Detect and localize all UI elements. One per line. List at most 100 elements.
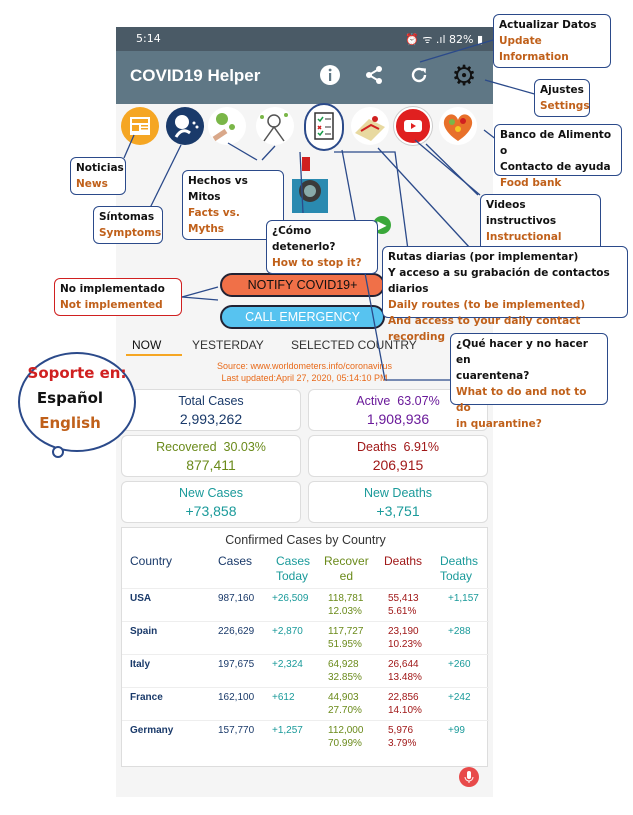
table-row[interactable]: France 162,100 +612 44,903 27.70% 22,856 14.10… — [122, 687, 489, 720]
annotation-stop: ¿Cómo detenerlo? How to stop it? — [266, 220, 378, 274]
cell-deaths-today: +242 — [448, 691, 471, 704]
cell-value: 117,727 — [328, 626, 364, 637]
notify-button[interactable]: NOTIFY COVID19+ — [220, 273, 385, 297]
recovered-pct: 30.03% — [223, 440, 266, 454]
routes-map-icon[interactable] — [351, 107, 389, 145]
cell-value: 23,190 — [388, 626, 419, 637]
symptoms-icon[interactable] — [166, 107, 204, 145]
settings-icon[interactable]: ⚙ — [451, 59, 477, 92]
news-icon[interactable] — [121, 107, 159, 145]
refresh-icon[interactable] — [406, 64, 432, 90]
annotation-facts-en: Facts vs. Myths — [188, 207, 240, 235]
annotation-not-implemented: No implementado Not implemented — [54, 278, 182, 316]
cell-value: +612 — [272, 692, 295, 703]
cell-country: Spain — [130, 625, 157, 638]
youtube-icon[interactable] — [394, 107, 432, 145]
annotation-food-es2: Contacto de ayuda — [500, 161, 611, 173]
header-recovered[interactable]: Recover ed — [324, 554, 369, 584]
tab-now-indicator — [126, 354, 182, 356]
status-icons: ⏰ ᯤ .ıl 82% ▮ — [405, 33, 483, 46]
annotation-facts: Hechos vs Mitos Facts vs. Myths — [182, 170, 284, 240]
cell-deaths-today: +1,157 — [448, 592, 479, 605]
deaths-label: Deaths — [356, 440, 397, 454]
facts-myths-icon[interactable] — [208, 107, 246, 145]
cell-cases-today: +2,324 — [272, 658, 303, 671]
total-cases-card: Total Cases 2,993,262 — [121, 389, 301, 431]
cell-pct: 5.61% — [388, 606, 417, 617]
info-icon[interactable] — [317, 64, 343, 90]
cell-cases-today: +26,509 — [272, 592, 308, 605]
cell-value: 157,770 — [218, 725, 255, 736]
active-label: Active — [356, 394, 391, 408]
new-cases-label: New Cases — [179, 486, 243, 500]
cell-value: USA — [130, 593, 152, 604]
header-deaths[interactable]: Deaths — [384, 554, 423, 568]
country-table: Confirmed Cases by Country Country Cases… — [121, 527, 489, 767]
cell-value: +1,157 — [448, 593, 479, 604]
cell-value: 118,781 — [328, 593, 364, 604]
annotation-symptoms: Síntomas Symptoms — [93, 206, 163, 244]
bubble-tail — [52, 446, 64, 458]
new-deaths-value: +3,751 — [376, 503, 420, 519]
table-row[interactable]: USA 987,160 +26,509 118,781 12.03% 55,413 5.61… — [122, 588, 489, 621]
annotation-news-en: News — [76, 178, 108, 190]
cell-deaths: 22,856 14.10% — [388, 691, 422, 717]
cell-recovered: 44,903 27.70% — [328, 691, 362, 717]
cell-value: +99 — [448, 725, 465, 736]
annotation-symptoms-es: Síntomas — [99, 211, 155, 223]
tab-yesterday[interactable]: YESTERDAY — [192, 338, 264, 352]
cell-cases-today: +2,870 — [272, 625, 303, 638]
prevention-icon[interactable] — [256, 107, 294, 145]
cell-country: France — [130, 691, 163, 704]
cell-value: 226,629 — [218, 626, 255, 637]
cell-value: +242 — [448, 692, 471, 703]
share-icon[interactable] — [361, 64, 387, 90]
annotation-settings: Ajustes Settings — [534, 79, 590, 117]
annotation-symptoms-en: Symptoms — [99, 227, 162, 239]
source-info: Source: www.worldometers.info/coronaviru… — [116, 360, 493, 384]
emergency-button[interactable]: CALL EMERGENCY — [220, 305, 385, 329]
table-row[interactable]: Italy 197,675 +2,324 64,928 32.85% 26,644 13.4… — [122, 654, 489, 687]
quarantine-checklist-icon[interactable] — [304, 103, 344, 151]
cell-deaths: 26,644 13.48% — [388, 658, 422, 684]
header-cases-today-line1: Cases — [276, 554, 311, 568]
table-title: Confirmed Cases by Country — [225, 533, 386, 547]
header-deaths-today[interactable]: Deaths Today — [440, 554, 478, 584]
mic-icon[interactable] — [459, 767, 479, 787]
cell-recovered: 117,727 51.95% — [328, 625, 363, 651]
cell-pct: 12.03% — [328, 606, 362, 617]
new-cases-value: +73,858 — [185, 503, 237, 519]
header-recovered-line1: Recover — [324, 554, 369, 568]
cell-value: 162,100 — [218, 692, 255, 703]
cell-pct: 32.85% — [328, 672, 362, 683]
support-title: Soporte en: — [27, 364, 127, 382]
annotation-routes-en2: And access to your daily contact recordi… — [388, 315, 581, 343]
tab-now[interactable]: NOW — [132, 338, 162, 352]
cell-value: 5,976 — [388, 725, 414, 736]
cell-country: Germany — [130, 724, 173, 737]
status-time: 5:14 — [136, 32, 161, 45]
recovered-label: Recovered — [156, 440, 217, 454]
cell-deaths-today: +260 — [448, 658, 471, 671]
annotation-routes-es1: Rutas diarias (por implementar) — [388, 251, 579, 263]
active-value: 1,908,936 — [366, 411, 430, 427]
table-row[interactable]: Germany 157,770 +1,257 112,000 70.99% 5,976 3.… — [122, 720, 489, 753]
header-recovered-line2: ed — [339, 569, 354, 583]
recovered-value: 877,411 — [186, 457, 236, 473]
cell-value: 64,928 — [328, 659, 359, 670]
status-bar: 5:14 ⏰ ᯤ .ıl 82% ▮ — [116, 27, 493, 51]
header-cases[interactable]: Cases — [218, 554, 253, 568]
deaths-card: Deaths 6.91% 206,915 — [308, 435, 488, 477]
header-cases-today[interactable]: Cases Today — [276, 554, 310, 584]
updated-line: Last updated:April 27, 2020, 05:14:10 PM — [221, 373, 388, 383]
annotation-notimpl-es: No implementado — [60, 283, 165, 295]
table-row[interactable]: Spain 226,629 +2,870 117,727 51.95% 23,190 10.… — [122, 621, 489, 654]
header-country[interactable]: Country — [130, 554, 173, 568]
cell-pct: 51.95% — [328, 639, 362, 650]
total-cases-label: Total Cases — [178, 394, 244, 408]
annotation-notimpl-en: Not implemented — [60, 299, 163, 311]
food-bank-icon[interactable] — [439, 107, 477, 145]
cell-pct: 14.10% — [388, 705, 422, 716]
app-title: COVID19 Helper — [130, 66, 261, 85]
annotation-routes-es2: Y acceso a su grabación de contactos dia… — [388, 267, 610, 295]
